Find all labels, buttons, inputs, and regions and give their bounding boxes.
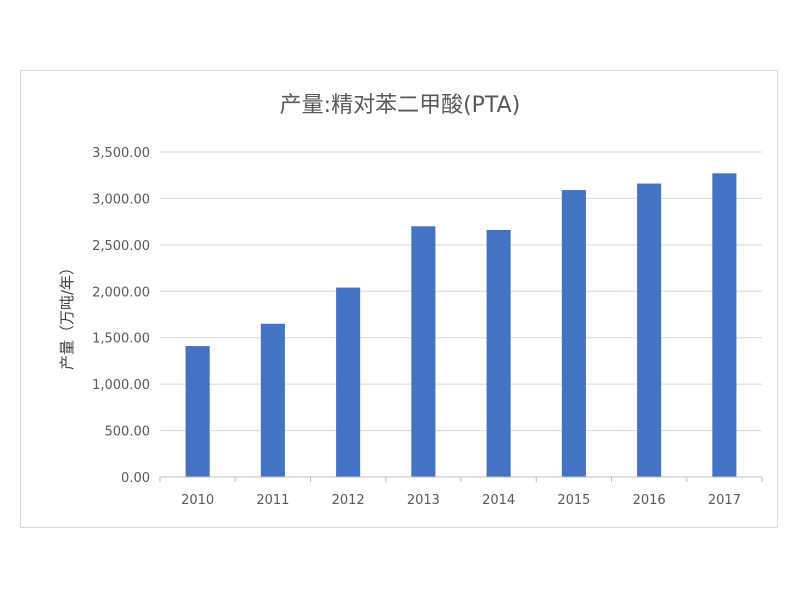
x-tick-label: 2016 xyxy=(633,493,666,508)
x-tick-label: 2011 xyxy=(256,493,289,508)
y-axis-label: 产量（万吨/年） xyxy=(58,260,76,370)
bar-2016 xyxy=(637,183,662,478)
gridlines xyxy=(160,151,762,432)
bars xyxy=(185,173,737,478)
bar-2012 xyxy=(336,287,361,477)
axes: 0.00 500.00 1,000.00 1,500.00 2,000.00 2,500.… xyxy=(92,146,763,508)
x-tick-label: 2010 xyxy=(181,493,214,508)
y-tick-label: 3,500.00 xyxy=(92,146,150,161)
y-tick-label: 0.00 xyxy=(121,471,150,486)
x-tick-label: 2012 xyxy=(332,493,365,508)
bar-2011 xyxy=(260,323,285,477)
y-tick-label: 2,500.00 xyxy=(92,239,150,254)
y-tick-label: 500.00 xyxy=(105,425,151,440)
bar-2013 xyxy=(411,226,436,477)
x-tick-label: 2015 xyxy=(557,493,590,508)
bar-2017 xyxy=(712,173,737,477)
x-tick-label: 2017 xyxy=(708,493,741,508)
x-tick-label: 2014 xyxy=(482,493,515,508)
chart-title: 产量:精对苯二甲酸(PTA) xyxy=(280,93,521,118)
bar-2015 xyxy=(561,190,586,478)
x-tick-label: 2013 xyxy=(407,493,440,508)
bar-2010 xyxy=(185,346,210,477)
y-tick-label: 2,000.00 xyxy=(92,285,150,300)
y-tick-label: 3,000.00 xyxy=(92,192,150,207)
bar-2014 xyxy=(486,230,511,477)
y-tick-label: 1,000.00 xyxy=(92,378,150,393)
y-tick-label: 1,500.00 xyxy=(92,332,150,347)
